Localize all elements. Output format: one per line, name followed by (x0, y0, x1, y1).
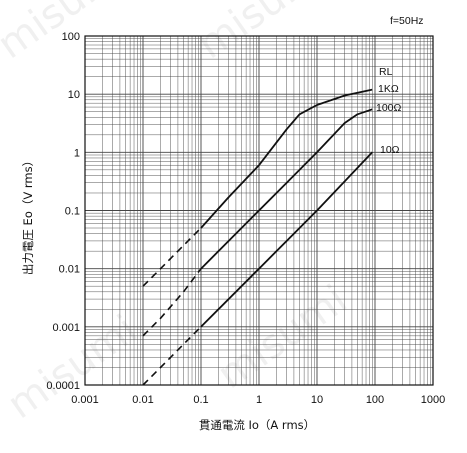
legend-title: RL (379, 66, 393, 78)
series-10ohm-dashed (142, 326, 202, 386)
watermark-text: misumi (209, 277, 355, 399)
series-100ohm-dashed (142, 268, 202, 337)
series-layer: 1KΩ 100Ω 10Ω (142, 83, 402, 386)
plot-frame (84, 35, 434, 386)
y-tick-label: 10 (68, 89, 80, 101)
x-axis-label: 貫通電流 Io（A rms） (199, 418, 315, 432)
tick-labels: 0.001 0.01 0.1 1 10 100 1000 100 10 1 0.1 0.01 0.001… (46, 31, 445, 406)
series-100ohm-line (200, 108, 373, 270)
y-tick-label: 0.001 (52, 322, 80, 334)
series-label-1kohm: 1KΩ (378, 83, 399, 95)
watermark-text: misumi (189, 0, 335, 68)
series-label-10ohm: 10Ω (380, 144, 400, 156)
series-1kohm-line (200, 88, 373, 229)
y-tick-label: 100 (62, 31, 80, 43)
y-tick-label: 1 (74, 147, 80, 159)
y-axis-label: 出力電圧 Eo（V rms） (21, 155, 35, 275)
series-1kohm-dashed (142, 227, 202, 287)
x-tick-label: 1 (256, 394, 262, 406)
y-tick-label: 0.01 (59, 264, 80, 276)
frequency-note: f=50Hz (390, 15, 424, 27)
y-tick-label: 0.0001 (46, 380, 80, 392)
series-label-100ohm: 100Ω (376, 102, 402, 114)
series-10ohm-line (200, 151, 373, 328)
x-tick-label: 10 (311, 394, 323, 406)
x-tick-label: 1000 (421, 394, 445, 406)
x-tick-label: 0.01 (132, 394, 153, 406)
y-tick-label: 0.1 (65, 206, 80, 218)
x-tick-label: 100 (366, 394, 384, 406)
x-tick-label: 0.1 (193, 394, 208, 406)
x-tick-label: 0.001 (71, 394, 99, 406)
